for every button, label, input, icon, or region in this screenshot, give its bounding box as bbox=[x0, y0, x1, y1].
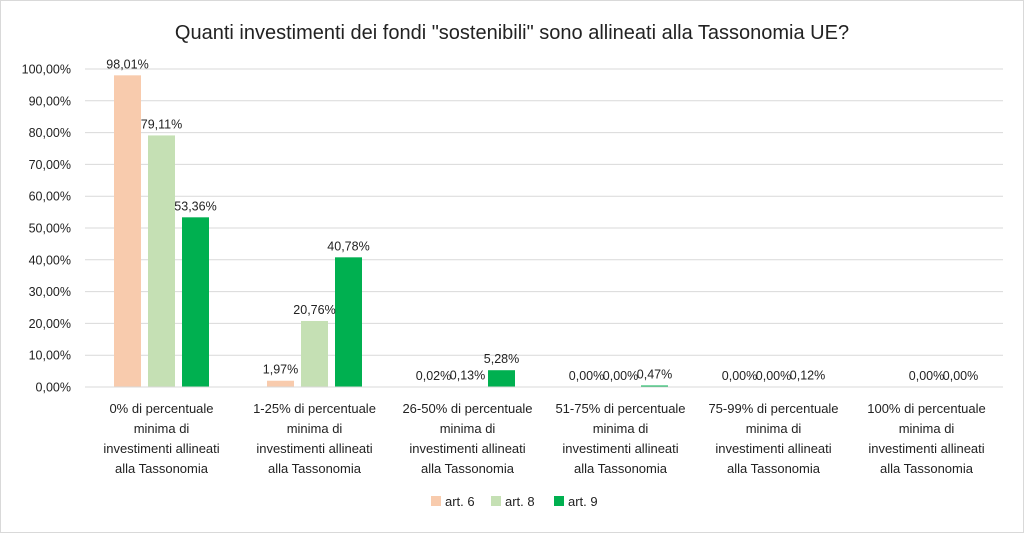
data-label: 0,00% bbox=[722, 369, 757, 383]
y-tick-label: 90,00% bbox=[29, 94, 71, 108]
y-tick-label: 50,00% bbox=[29, 222, 71, 236]
legend-swatch bbox=[554, 496, 564, 506]
x-category-label-line: alla Tassonomia bbox=[880, 461, 974, 476]
y-tick-label: 60,00% bbox=[29, 190, 71, 204]
data-label: 1,97% bbox=[263, 363, 298, 377]
x-category-label-line: investimenti allineati bbox=[715, 441, 831, 456]
data-label: 0,02% bbox=[416, 369, 451, 383]
x-category-label-line: minima di bbox=[287, 421, 343, 436]
x-category-label-line: alla Tassonomia bbox=[421, 461, 515, 476]
x-category-label-line: investimenti allineati bbox=[103, 441, 219, 456]
data-label: 98,01% bbox=[106, 57, 148, 71]
gridlines bbox=[85, 68, 1003, 356]
y-axis-tick-labels: 0,00% 10,00% 20,00% 30,00% 40,00% 50,00% 60,00… bbox=[22, 63, 71, 395]
data-label: 40,78% bbox=[327, 239, 369, 253]
y-tick-label: 10,00% bbox=[29, 349, 71, 363]
data-label: 0,00% bbox=[943, 369, 978, 383]
x-category-label-line: 1-25% di percentuale bbox=[253, 401, 376, 416]
x-category-label-line: alla Tassonomia bbox=[268, 461, 362, 476]
x-category-label-line: 0% di percentuale bbox=[109, 401, 213, 416]
x-category-label-line: investimenti allineati bbox=[409, 441, 525, 456]
x-category-label-line: alla Tassonomia bbox=[574, 461, 668, 476]
data-label: 53,36% bbox=[174, 199, 216, 213]
x-category-label-line: 100% di percentuale bbox=[867, 401, 986, 416]
bars bbox=[114, 75, 821, 388]
legend-swatch bbox=[491, 496, 501, 506]
x-category-label: 0% di percentuale minima di investimenti a… bbox=[103, 401, 219, 476]
legend-item: art. 6 bbox=[431, 494, 475, 509]
x-category-label-line: alla Tassonomia bbox=[115, 461, 209, 476]
x-category-label-line: investimenti allineati bbox=[868, 441, 984, 456]
x-category-label: 51-75% di percentuale minima di investimen… bbox=[555, 401, 685, 476]
legend: art. 6 art. 8 art. 9 bbox=[431, 494, 598, 509]
data-label: 20,76% bbox=[293, 303, 335, 317]
x-category-label-line: 51-75% di percentuale bbox=[555, 401, 685, 416]
data-label: 0,00% bbox=[569, 369, 604, 383]
x-category-label-line: minima di bbox=[593, 421, 649, 436]
y-tick-label: 20,00% bbox=[29, 317, 71, 331]
x-category-label: 75-99% di percentuale minima di investimen… bbox=[708, 401, 838, 476]
data-label: 0,47% bbox=[637, 368, 672, 382]
x-category-label-line: investimenti allineati bbox=[256, 441, 372, 456]
bar bbox=[335, 257, 362, 387]
y-tick-label: 100,00% bbox=[22, 63, 71, 77]
data-label: 0,13% bbox=[450, 369, 485, 383]
data-label: 0,12% bbox=[790, 369, 825, 383]
bar bbox=[182, 217, 209, 387]
y-tick-label: 70,00% bbox=[29, 158, 71, 172]
bar bbox=[301, 320, 328, 387]
data-label: 0,00% bbox=[756, 369, 791, 383]
x-category-label-line: minima di bbox=[440, 421, 496, 436]
legend-label: art. 6 bbox=[445, 494, 475, 509]
bar bbox=[267, 380, 294, 387]
bar bbox=[641, 385, 668, 387]
data-label: 0,00% bbox=[909, 369, 944, 383]
x-axis-category-labels: 0% di percentuale minima di investimenti a… bbox=[103, 401, 985, 476]
bar bbox=[114, 75, 141, 388]
x-category-label-line: minima di bbox=[899, 421, 955, 436]
x-category-label-line: investimenti allineati bbox=[562, 441, 678, 456]
legend-item: art. 9 bbox=[554, 494, 598, 509]
x-category-label-line: alla Tassonomia bbox=[727, 461, 821, 476]
x-category-label-line: 75-99% di percentuale bbox=[708, 401, 838, 416]
data-labels: 98,01% 79,11% 53,36% 1,97% 20,76% 40,78% 0,02%… bbox=[106, 57, 978, 383]
data-label: 5,28% bbox=[484, 352, 519, 366]
x-category-label-line: 26-50% di percentuale bbox=[402, 401, 532, 416]
legend-swatch bbox=[431, 496, 441, 506]
legend-label: art. 8 bbox=[505, 494, 535, 509]
data-label: 79,11% bbox=[141, 117, 182, 131]
data-label: 0,00% bbox=[603, 369, 638, 383]
y-tick-label: 80,00% bbox=[29, 126, 71, 140]
x-category-label: 1-25% di percentuale minima di investiment… bbox=[253, 401, 376, 476]
legend-item: art. 8 bbox=[491, 494, 535, 509]
y-tick-label: 30,00% bbox=[29, 285, 71, 299]
y-tick-label: 0,00% bbox=[36, 381, 71, 395]
y-tick-label: 40,00% bbox=[29, 253, 71, 267]
legend-label: art. 9 bbox=[568, 494, 598, 509]
chart-title: Quanti investimenti dei fondi "sostenibi… bbox=[175, 22, 849, 44]
x-category-label: 26-50% di percentuale minima di investimen… bbox=[402, 401, 532, 476]
bar bbox=[148, 135, 175, 387]
x-category-label-line: minima di bbox=[134, 421, 190, 436]
x-category-label: 100% di percentuale minima di investimenti… bbox=[867, 401, 986, 476]
bar bbox=[488, 370, 515, 387]
x-category-label-line: minima di bbox=[746, 421, 802, 436]
